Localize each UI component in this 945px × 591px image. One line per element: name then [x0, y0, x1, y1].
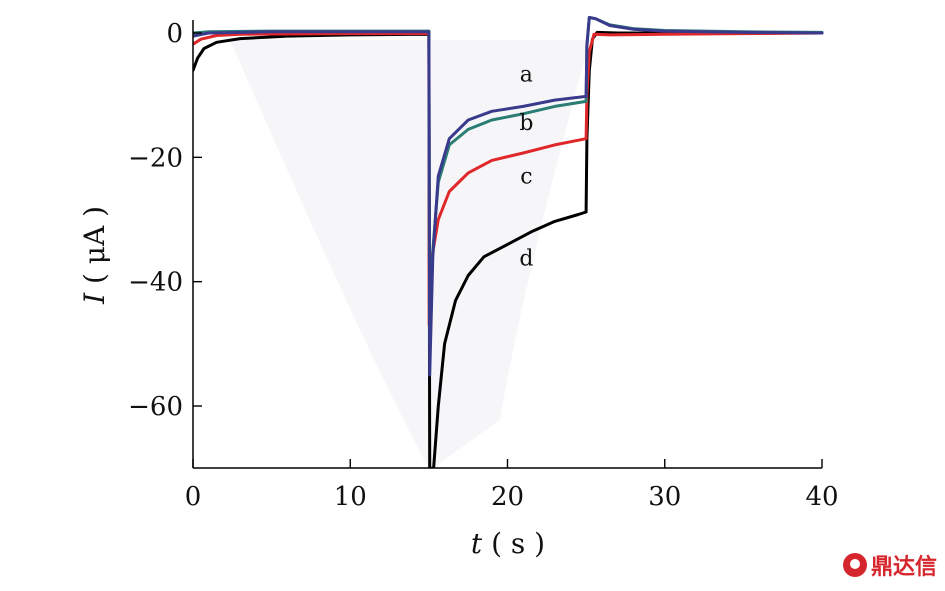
series-label-b: b	[519, 111, 533, 136]
watermark-text: 鼎达信	[870, 555, 937, 580]
y-axis-title-variable: I	[78, 292, 111, 305]
series-layer	[193, 16, 824, 468]
y-axis-title-unit: ( μA )	[78, 206, 111, 293]
labels-layer: t ( s ) I ( μA ) ab c d	[78, 62, 545, 560]
watermark-logo-icon	[842, 553, 867, 577]
watermark-logo: 鼎达信	[842, 549, 937, 581]
series-line-a	[193, 16, 824, 377]
series-label-d: d	[519, 247, 533, 272]
x-tick-label-10: 10	[334, 482, 367, 512]
plot-sheen	[230, 40, 590, 470]
plot-background	[230, 40, 590, 470]
series-line-c	[193, 31, 824, 327]
x-tick-label-20: 20	[491, 482, 524, 512]
x-axis-title: t ( s )	[471, 527, 545, 560]
x-axis-title-variable: t	[471, 527, 483, 560]
series-label-c: c	[520, 164, 532, 189]
x-tick-label-0: 0	[185, 482, 202, 512]
y-tick-label-0: 0	[166, 19, 183, 49]
y-tick-label--60: −60	[128, 392, 183, 422]
y-tick-label--20: −20	[128, 143, 183, 173]
x-tick-label-30: 30	[648, 482, 681, 512]
x-tick-label-40: 40	[805, 482, 838, 512]
y-tick-label--40: −40	[128, 268, 183, 298]
x-axis-title-unit: ( s )	[482, 527, 545, 560]
y-axis-title: I ( μA )	[78, 206, 111, 305]
series-label-a: a	[520, 62, 533, 87]
ticks-layer: 0 10 20 30 40 0 −20 −40 −60	[128, 19, 838, 512]
